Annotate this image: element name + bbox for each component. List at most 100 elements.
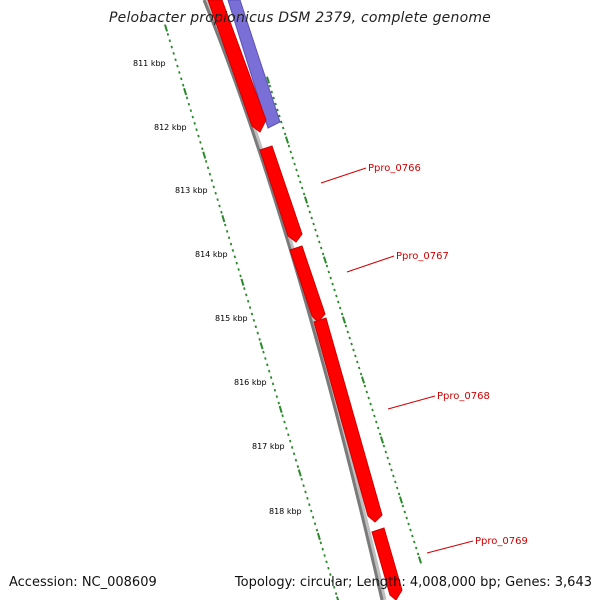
kbp-label-814: 814 kbp <box>195 250 228 259</box>
outer-ruler-minor-tick <box>397 492 401 496</box>
outer-ruler-minor-tick <box>376 426 380 430</box>
inner-ruler-minor-tick <box>229 242 233 246</box>
inner-ruler-minor-tick <box>185 96 189 100</box>
inner-ruler-minor-tick <box>206 166 210 170</box>
outer-ruler-minor-tick <box>414 546 418 550</box>
outer-ruler-minor-tick <box>329 276 332 280</box>
outer-ruler-minor-tick <box>416 552 420 556</box>
inner-ruler-minor-tick <box>214 191 217 195</box>
inner-tick-ruler <box>164 24 340 600</box>
inner-ruler-minor-tick <box>189 109 193 113</box>
inner-ruler-minor-tick <box>254 325 258 329</box>
inner-ruler-minor-tick <box>306 496 309 500</box>
leader-ppro-0769 <box>426 540 474 554</box>
outer-ruler-minor-tick <box>289 150 293 154</box>
inner-ruler-minor-tick <box>252 318 256 322</box>
outer-ruler-minor-tick <box>346 330 350 334</box>
inner-ruler-minor-tick <box>248 306 252 310</box>
forward-gene-ppro-0768[interactable] <box>313 317 383 523</box>
inner-ruler-minor-tick <box>256 331 259 335</box>
outer-ruler-minor-tick <box>348 336 351 340</box>
outer-ruler-minor-tick <box>369 402 372 406</box>
outer-ruler-minor-tick <box>392 474 395 478</box>
inner-ruler-minor-tick <box>199 140 202 144</box>
outer-ruler-minor-tick <box>335 294 338 298</box>
outer-ruler-minor-tick <box>405 516 408 520</box>
outer-ruler-minor-tick <box>314 228 317 232</box>
map-title: Pelobacter propionicus DSM 2379, complet… <box>109 10 491 26</box>
inner-ruler-minor-tick <box>331 579 334 583</box>
outer-ruler-minor-tick <box>306 204 310 208</box>
outer-ruler-minor-tick <box>356 360 359 364</box>
gene-label-ppro-0766[interactable]: Ppro_0766 <box>368 163 421 174</box>
inner-ruler-minor-tick <box>273 388 277 392</box>
outer-ruler-minor-tick <box>280 120 283 124</box>
outer-ruler-minor-tick <box>270 90 274 94</box>
inner-ruler-minor-tick <box>289 439 292 443</box>
inner-ruler-major-tick <box>202 151 207 159</box>
outer-ruler-minor-tick <box>308 210 312 214</box>
outer-ruler-minor-tick <box>394 480 397 484</box>
inner-ruler-minor-tick <box>237 268 240 271</box>
outer-ruler-minor-tick <box>344 324 348 328</box>
outer-ruler-minor-tick <box>403 510 407 514</box>
accession-text: Accession: NC_008609 <box>9 575 157 590</box>
outer-ruler-minor-tick <box>378 432 382 436</box>
outer-ruler-minor-tick <box>357 366 361 370</box>
gene-label-ppro-0768[interactable]: Ppro_0768 <box>437 391 490 402</box>
outer-ruler-minor-tick <box>382 444 386 448</box>
outer-ruler-minor-tick <box>287 144 291 148</box>
inner-ruler-major-tick <box>259 342 264 350</box>
inner-ruler-minor-tick <box>204 160 208 163</box>
outer-ruler-minor-tick <box>401 504 405 508</box>
outer-ruler-minor-tick <box>388 462 391 466</box>
inner-ruler-minor-tick <box>313 522 317 526</box>
inner-ruler-minor-tick <box>178 71 181 74</box>
inner-ruler-minor-tick <box>245 293 248 297</box>
outer-ruler-major-tick <box>284 136 290 144</box>
outer-ruler-minor-tick <box>316 234 319 238</box>
outer-ruler-minor-tick <box>312 222 315 226</box>
forward-gene-ppro-0769[interactable] <box>371 527 403 600</box>
kbp-label-816: 816 kbp <box>234 378 267 387</box>
outer-ruler-major-tick <box>303 196 309 204</box>
gene-label-ppro-0769[interactable]: Ppro_0769 <box>475 536 528 547</box>
outer-ruler-major-tick <box>341 316 347 324</box>
outer-ruler-minor-tick <box>395 486 399 490</box>
forward-gene-ppro-0766[interactable] <box>259 145 303 243</box>
outer-ruler-major-tick <box>265 76 271 84</box>
inner-ruler-major-tick <box>240 278 245 286</box>
inner-ruler-minor-tick <box>201 147 204 151</box>
inner-ruler-minor-tick <box>239 274 242 278</box>
leader-ppro-0768 <box>387 395 436 410</box>
outer-ruler-minor-tick <box>268 84 272 88</box>
inner-ruler-minor-tick <box>311 515 315 519</box>
inner-ruler-minor-tick <box>283 420 286 424</box>
inner-ruler-minor-tick <box>327 566 330 570</box>
inner-ruler-minor-tick <box>180 77 183 81</box>
outer-ruler-minor-tick <box>359 372 363 376</box>
inner-ruler-minor-tick <box>250 312 254 316</box>
inner-ruler-minor-tick <box>300 477 303 481</box>
inner-ruler-major-tick <box>183 87 188 96</box>
forward-gene-ppro-0767[interactable] <box>289 245 326 323</box>
outer-ruler-minor-tick <box>337 300 340 304</box>
inner-ruler-minor-tick <box>310 509 313 513</box>
inner-ruler-minor-tick <box>329 573 332 576</box>
outer-ruler-minor-tick <box>283 132 287 136</box>
inner-ruler-minor-tick <box>233 255 237 259</box>
leader-ppro-0767 <box>346 255 395 273</box>
kbp-label-817: 817 kbp <box>252 442 285 451</box>
inner-ruler-minor-tick <box>262 350 265 354</box>
leader-ppro-0766 <box>320 167 367 184</box>
reverse-gene-block[interactable] <box>227 0 281 129</box>
inner-ruler-minor-tick <box>304 490 307 494</box>
inner-ruler-minor-tick <box>195 128 198 132</box>
inner-ruler-minor-tick <box>275 395 279 399</box>
inner-ruler-minor-tick <box>325 560 328 564</box>
forward-gene-block-top[interactable] <box>207 0 267 133</box>
inner-ruler-minor-tick <box>277 401 280 405</box>
inner-ruler-minor-tick <box>287 433 290 437</box>
inner-ruler-minor-tick <box>191 115 194 119</box>
gene-label-ppro-0767[interactable]: Ppro_0767 <box>396 251 449 262</box>
